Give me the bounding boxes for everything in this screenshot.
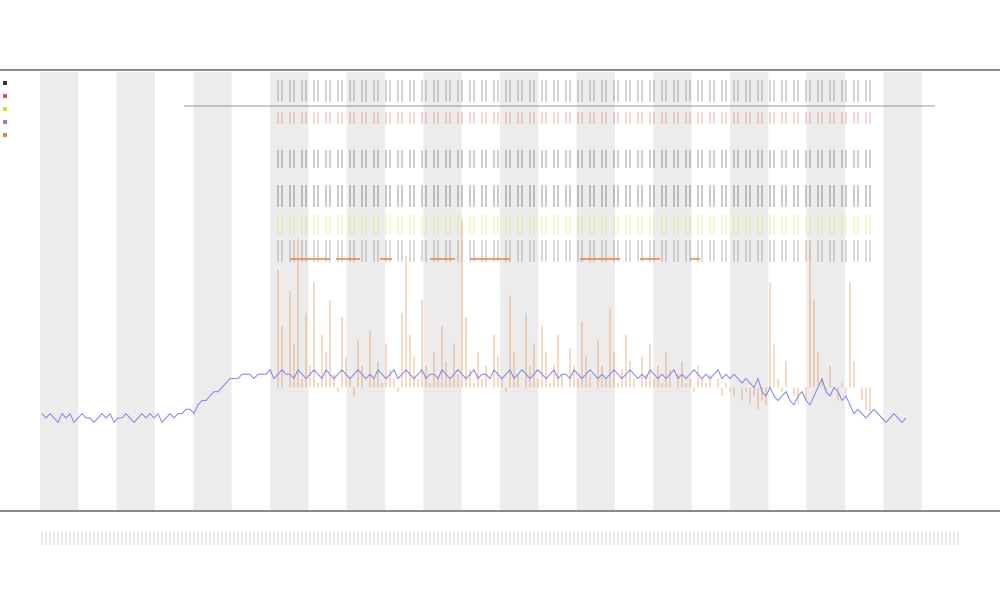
- legend: [3, 76, 17, 141]
- shaded-band: [576, 72, 615, 510]
- shaded-band: [806, 72, 845, 510]
- legend-swatch: [3, 119, 7, 124]
- shaded-band: [883, 72, 922, 510]
- legend-item: [3, 115, 17, 128]
- legend-item: [3, 76, 17, 89]
- legend-item: [3, 128, 17, 141]
- shaded-band: [193, 72, 232, 510]
- legend-item: [3, 89, 17, 102]
- shaded-band: [653, 72, 692, 510]
- shaded-band: [270, 72, 309, 510]
- legend-swatch: [3, 93, 7, 98]
- shaded-band: [116, 72, 155, 510]
- shaded-band: [500, 72, 539, 510]
- shaded-band: [423, 72, 462, 510]
- legend-swatch: [3, 80, 7, 85]
- series-line-blue: [41, 368, 907, 424]
- shaded-band: [346, 72, 385, 510]
- legend-swatch: [3, 132, 7, 137]
- legend-swatch: [3, 106, 7, 111]
- shaded-band: [40, 72, 79, 510]
- shaded-band: [730, 72, 769, 510]
- legend-item: [3, 102, 17, 115]
